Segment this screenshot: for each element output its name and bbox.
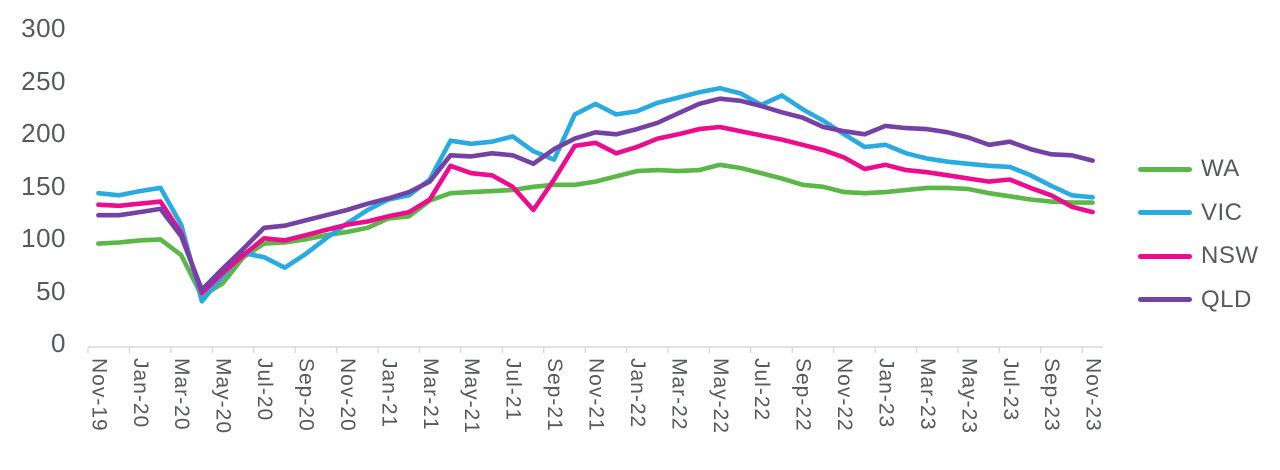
legend-swatch-wa [1138,166,1192,172]
legend-swatch-vic [1138,210,1192,215]
x-axis-label: Jan-23 [874,358,898,429]
x-axis-label: Mar-23 [915,358,939,431]
x-axis-label: Jul-23 [998,358,1022,422]
y-axis-label: 0 [51,328,66,359]
legend-label-nsw: NSW [1201,242,1259,269]
x-axis-label: Sep-23 [1040,358,1064,432]
x-axis-label: Sep-20 [294,358,318,432]
legend-item-nsw: NSW [1138,241,1259,271]
y-axis-label: 50 [36,275,66,306]
line-wa [96,162,1095,299]
x-axis-label: Jan-20 [128,358,152,429]
legend-item-wa: WA [1138,154,1240,184]
x-axis-label: Mar-22 [667,358,691,431]
x-axis-label: Nov-19 [87,358,111,432]
x-axis-label: May-23 [957,358,981,435]
line-qld [96,96,1095,293]
x-axis-label: Nov-21 [584,358,608,432]
line-nsw [96,124,1095,296]
x-axis-label: Mar-20 [170,358,194,431]
y-axis-label: 250 [21,65,66,96]
y-axis-label: 200 [21,118,66,149]
y-axis-label: 150 [21,170,66,201]
legend-item-vic: VIC [1138,198,1243,228]
x-axis-label: May-21 [460,358,484,435]
legend: WA VIC NSW QLD [1138,0,1278,470]
legend-swatch-qld [1138,297,1192,302]
x-axis-label: Nov-23 [1081,358,1105,432]
y-axis-label: 100 [21,223,66,254]
legend-label-vic: VIC [1201,198,1243,226]
x-axis-label: Jul-21 [501,358,525,422]
y-axis-label: 300 [21,13,66,44]
x-axis-label: Jan-21 [377,358,401,429]
legend-label-wa: WA [1201,155,1240,182]
x-axis-label: Jul-20 [253,358,277,422]
x-axis-label: Jan-22 [625,358,649,429]
legend-item-qld: QLD [1138,285,1252,315]
line-vic [96,85,1095,304]
x-axis-label: Sep-21 [543,358,567,432]
x-axis-label: Mar-21 [418,358,442,431]
x-axis-label: Sep-22 [791,358,815,432]
x-axis-label: May-20 [211,358,235,435]
legend-label-qld: QLD [1201,285,1252,313]
legend-swatch-nsw [1138,253,1192,259]
x-axis-label: Nov-20 [335,358,359,432]
x-axis-label: May-22 [708,358,732,435]
x-axis-label: Nov-22 [833,358,857,432]
x-axis-label: Jul-22 [750,358,774,422]
